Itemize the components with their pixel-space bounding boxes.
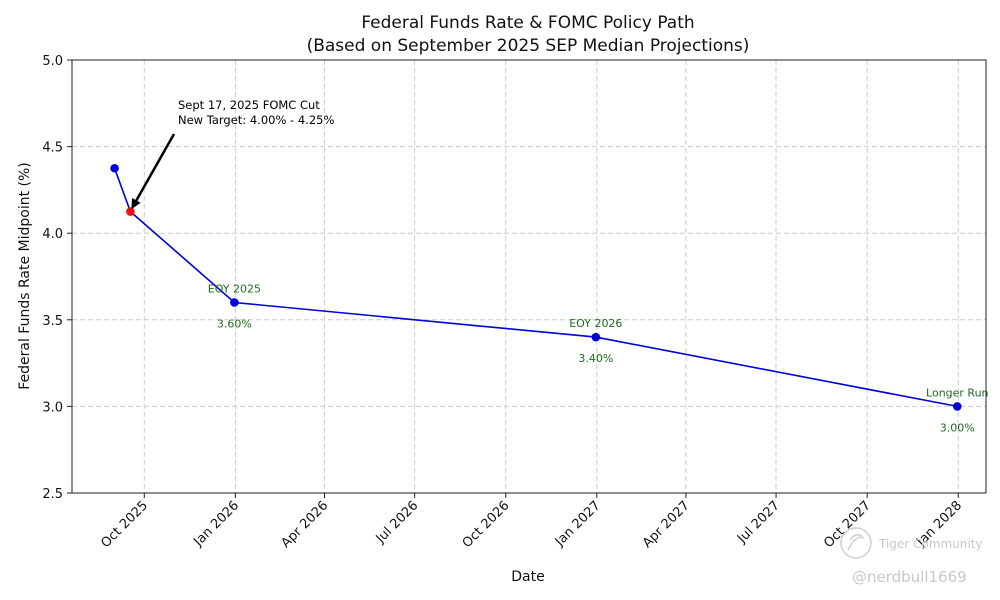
annotation-arrow [131,133,176,210]
x-tick-label: Apr 2027 [640,498,693,551]
y-tick-label: 4.0 [42,227,63,242]
series-policy-path [110,163,962,411]
watermark: Tiger Community @nerdbull1669 [840,527,983,586]
chart-title: Federal Funds Rate & FOMC Policy Path [361,13,694,33]
point-label: EOY 2025 [208,282,261,295]
x-tick-label: Jul 2026 [373,498,422,547]
point-value-label: 3.60% [217,317,252,330]
x-tick-label: Jul 2027 [734,498,783,547]
point-label: EOY 2026 [569,317,622,330]
y-tick-label: 5.0 [42,54,63,69]
x-tick-label: Apr 2026 [279,498,332,551]
point-value-label: 3.00% [940,421,975,434]
data-point [230,298,239,307]
y-axis-label: Federal Funds Rate Midpoint (%) [17,162,33,390]
point-value-label: 3.40% [578,352,613,365]
data-point [591,332,601,342]
watermark-brand: Tiger Community [878,537,983,551]
tiger-logo-icon [840,527,872,559]
annotation-line-1: Sept 17, 2025 FOMC Cut [178,98,320,112]
y-axis: 2.5 3.0 3.5 4.0 4.5 5.0 [42,54,72,502]
x-tick-label: Oct 2025 [98,498,151,551]
watermark-handle: @nerdbull1669 [852,568,967,586]
y-tick-label: 2.5 [42,487,63,502]
point-labels: EOY 2025 3.60% EOY 2026 3.40% Longer Run 3.00… [208,282,989,434]
point-label: Longer Run [926,386,989,399]
y-tick-label: 4.5 [42,141,63,156]
data-point [110,163,119,173]
data-point [126,207,135,216]
x-axis: Oct 2025 Jan 2026 Apr 2026 Jul 2026 Oct 2026… [98,493,965,551]
fomc-cut-annotation: Sept 17, 2025 FOMC Cut New Target: 4.00%… [131,98,334,210]
annotation-line-2: New Target: 4.00% - 4.25% [178,113,334,127]
x-axis-label: Date [511,569,544,585]
y-tick-label: 3.0 [42,400,63,415]
x-tick-label: Oct 2027 [821,498,874,551]
y-tick-label: 3.5 [42,314,63,329]
plot-frame [71,59,987,494]
chart-subtitle: (Based on September 2025 SEP Median Proj… [307,36,750,56]
x-tick-label: Jan 2026 [190,498,242,550]
x-tick-label: Oct 2026 [460,498,513,551]
data-point [952,402,962,411]
x-tick-label: Jan 2027 [552,498,604,550]
